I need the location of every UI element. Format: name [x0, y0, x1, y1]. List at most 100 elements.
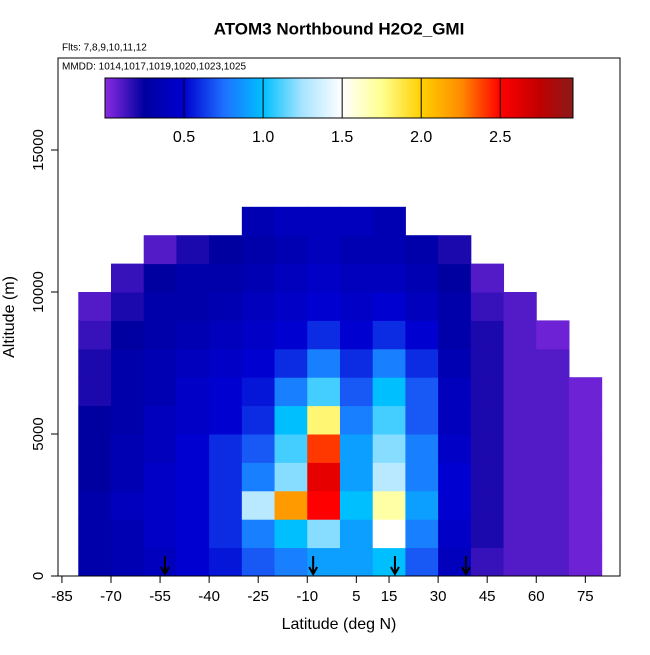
- heat-cell: [241, 405, 276, 435]
- heat-cell: [339, 377, 374, 407]
- heat-cell: [470, 320, 505, 350]
- heat-cell: [503, 377, 537, 407]
- heat-cell: [470, 263, 505, 293]
- chart-title: ATOM3 Northbound H2O2_GMI: [214, 19, 465, 38]
- heat-cell: [274, 348, 308, 378]
- colorbar-tick-label: 2.5: [489, 129, 511, 146]
- arrow-marker: [390, 556, 400, 577]
- heat-cell: [176, 519, 210, 549]
- heat-cell: [143, 490, 177, 520]
- heat-cell: [339, 348, 374, 378]
- heat-cell: [405, 348, 439, 378]
- heat-cell: [143, 547, 177, 577]
- heat-cell: [405, 292, 439, 321]
- heat-cell: [241, 547, 276, 577]
- heat-cell: [78, 434, 112, 463]
- plot-frame: [57, 57, 621, 577]
- heat-cell: [143, 462, 177, 492]
- heat-cell: [470, 490, 505, 520]
- heat-cell: [438, 263, 472, 293]
- heat-cell: [339, 320, 374, 350]
- heat-cell: [209, 320, 243, 350]
- heat-cell: [241, 320, 276, 350]
- heat-cell: [307, 377, 341, 407]
- annotation: MMDD: 1014,1017,1019,1020,1023,1025: [62, 62, 246, 73]
- heat-cell: [209, 519, 243, 549]
- heat-cell: [110, 377, 145, 407]
- x-tick-label: 15: [381, 588, 398, 605]
- heat-cell: [503, 462, 537, 492]
- heat-cell: [110, 348, 145, 378]
- heat-cell: [405, 519, 439, 549]
- heat-cell: [143, 519, 177, 549]
- x-tick-label: -55: [149, 588, 171, 605]
- heat-cell: [503, 320, 537, 350]
- heat-cell: [307, 405, 341, 435]
- heat-cell: [274, 519, 308, 549]
- heat-cell: [307, 263, 341, 293]
- heat-cell: [78, 490, 112, 520]
- heat-cell: [438, 405, 472, 435]
- heat-cell: [372, 206, 406, 236]
- heat-cell: [536, 320, 570, 350]
- heat-cell: [110, 519, 145, 549]
- heat-cell: [274, 206, 308, 236]
- heat-cell: [438, 348, 472, 378]
- heat-cell: [176, 320, 210, 350]
- heat-cell: [372, 263, 406, 293]
- subtitle: Flts: 7,8,9,10,11,12: [62, 43, 147, 54]
- x-tick-label: 45: [479, 588, 496, 605]
- heat-cell: [438, 320, 472, 350]
- heat-cell: [405, 377, 439, 407]
- heat-cell: [274, 462, 308, 492]
- x-tick-label: -10: [296, 588, 318, 605]
- heat-cell: [241, 292, 276, 321]
- heat-cell: [536, 434, 570, 463]
- heat-cell: [372, 547, 406, 577]
- heat-cell: [143, 263, 177, 293]
- x-tick-label: 5: [352, 588, 360, 605]
- heat-cell: [405, 547, 439, 577]
- heat-cell: [241, 348, 276, 378]
- heat-cell: [241, 462, 276, 492]
- heat-cell: [307, 206, 341, 236]
- heat-cell: [307, 320, 341, 350]
- heat-cell: [405, 490, 439, 520]
- heat-cell: [536, 462, 570, 492]
- heat-cell: [372, 348, 406, 378]
- heat-cell: [372, 292, 406, 321]
- heat-cell: [339, 547, 374, 577]
- heat-cell: [372, 490, 406, 520]
- heat-cell: [176, 348, 210, 378]
- heat-cell: [209, 377, 243, 407]
- heat-cell: [274, 490, 308, 520]
- heat-cell: [241, 206, 276, 236]
- heat-cell: [307, 519, 341, 549]
- heat-cell: [372, 405, 406, 435]
- heat-cell: [372, 320, 406, 350]
- heat-cell: [209, 462, 243, 492]
- heat-cell: [536, 377, 570, 407]
- heat-cell: [209, 547, 243, 577]
- heat-cell: [78, 405, 112, 435]
- heat-cell: [110, 434, 145, 463]
- heat-cell: [143, 292, 177, 321]
- heat-cell: [339, 235, 374, 265]
- heat-cell: [307, 292, 341, 321]
- heat-cell: [274, 235, 308, 265]
- heat-cell: [176, 462, 210, 492]
- y-tick-label: 0: [30, 572, 47, 580]
- heat-cell: [536, 405, 570, 435]
- heat-cell: [470, 519, 505, 549]
- heat-cell: [176, 405, 210, 435]
- y-tick-label: 5000: [30, 417, 47, 450]
- heat-cell: [110, 320, 145, 350]
- colorbar-tick-label: 1.0: [252, 129, 274, 146]
- heat-cell: [503, 348, 537, 378]
- heat-cell: [438, 434, 472, 463]
- heat-cell: [78, 377, 112, 407]
- heat-cell: [307, 348, 341, 378]
- x-tick-label: -85: [51, 588, 73, 605]
- heat-cell: [274, 405, 308, 435]
- heat-cell: [438, 519, 472, 549]
